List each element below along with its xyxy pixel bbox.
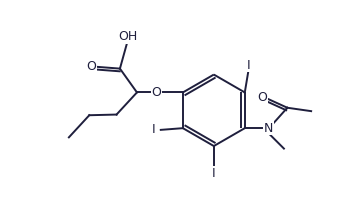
Text: N: N bbox=[264, 122, 273, 135]
Text: O: O bbox=[87, 60, 97, 73]
Text: I: I bbox=[152, 123, 156, 136]
Text: I: I bbox=[246, 59, 250, 72]
Text: OH: OH bbox=[118, 30, 137, 43]
Text: O: O bbox=[152, 86, 161, 99]
Text: I: I bbox=[212, 167, 216, 180]
Text: O: O bbox=[257, 91, 267, 104]
